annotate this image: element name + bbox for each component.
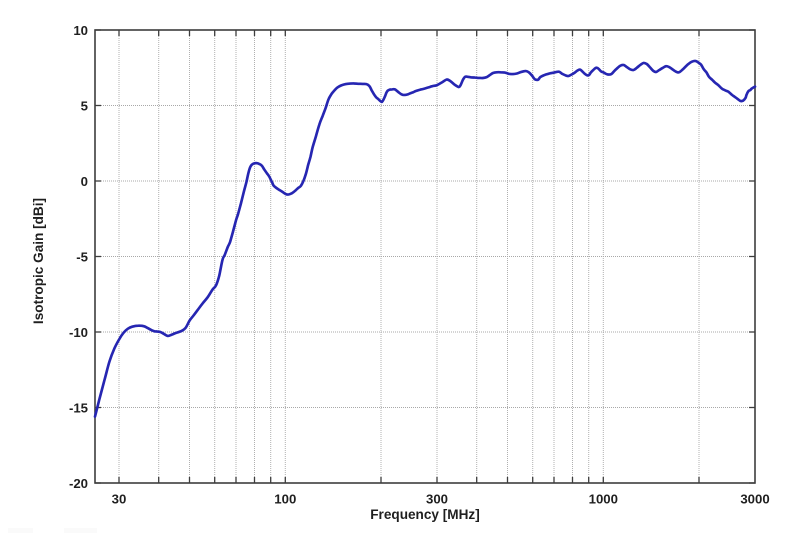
svg-text:Frequency [MHz]: Frequency [MHz]	[370, 507, 480, 522]
svg-text:Isotropic Gain [dBi]: Isotropic Gain [dBi]	[31, 198, 46, 324]
svg-text:-15: -15	[69, 400, 88, 415]
svg-text:5: 5	[81, 98, 88, 113]
svg-text:-10: -10	[69, 325, 88, 340]
svg-text:-5: -5	[76, 249, 88, 264]
svg-text:0: 0	[81, 174, 88, 189]
svg-text:30: 30	[112, 492, 127, 507]
svg-text:100: 100	[274, 492, 296, 507]
svg-text:10: 10	[73, 23, 88, 38]
svg-text:1000: 1000	[589, 492, 618, 507]
svg-text:3000: 3000	[740, 492, 769, 507]
svg-text:-20: -20	[69, 476, 88, 491]
svg-text:300: 300	[426, 492, 448, 507]
